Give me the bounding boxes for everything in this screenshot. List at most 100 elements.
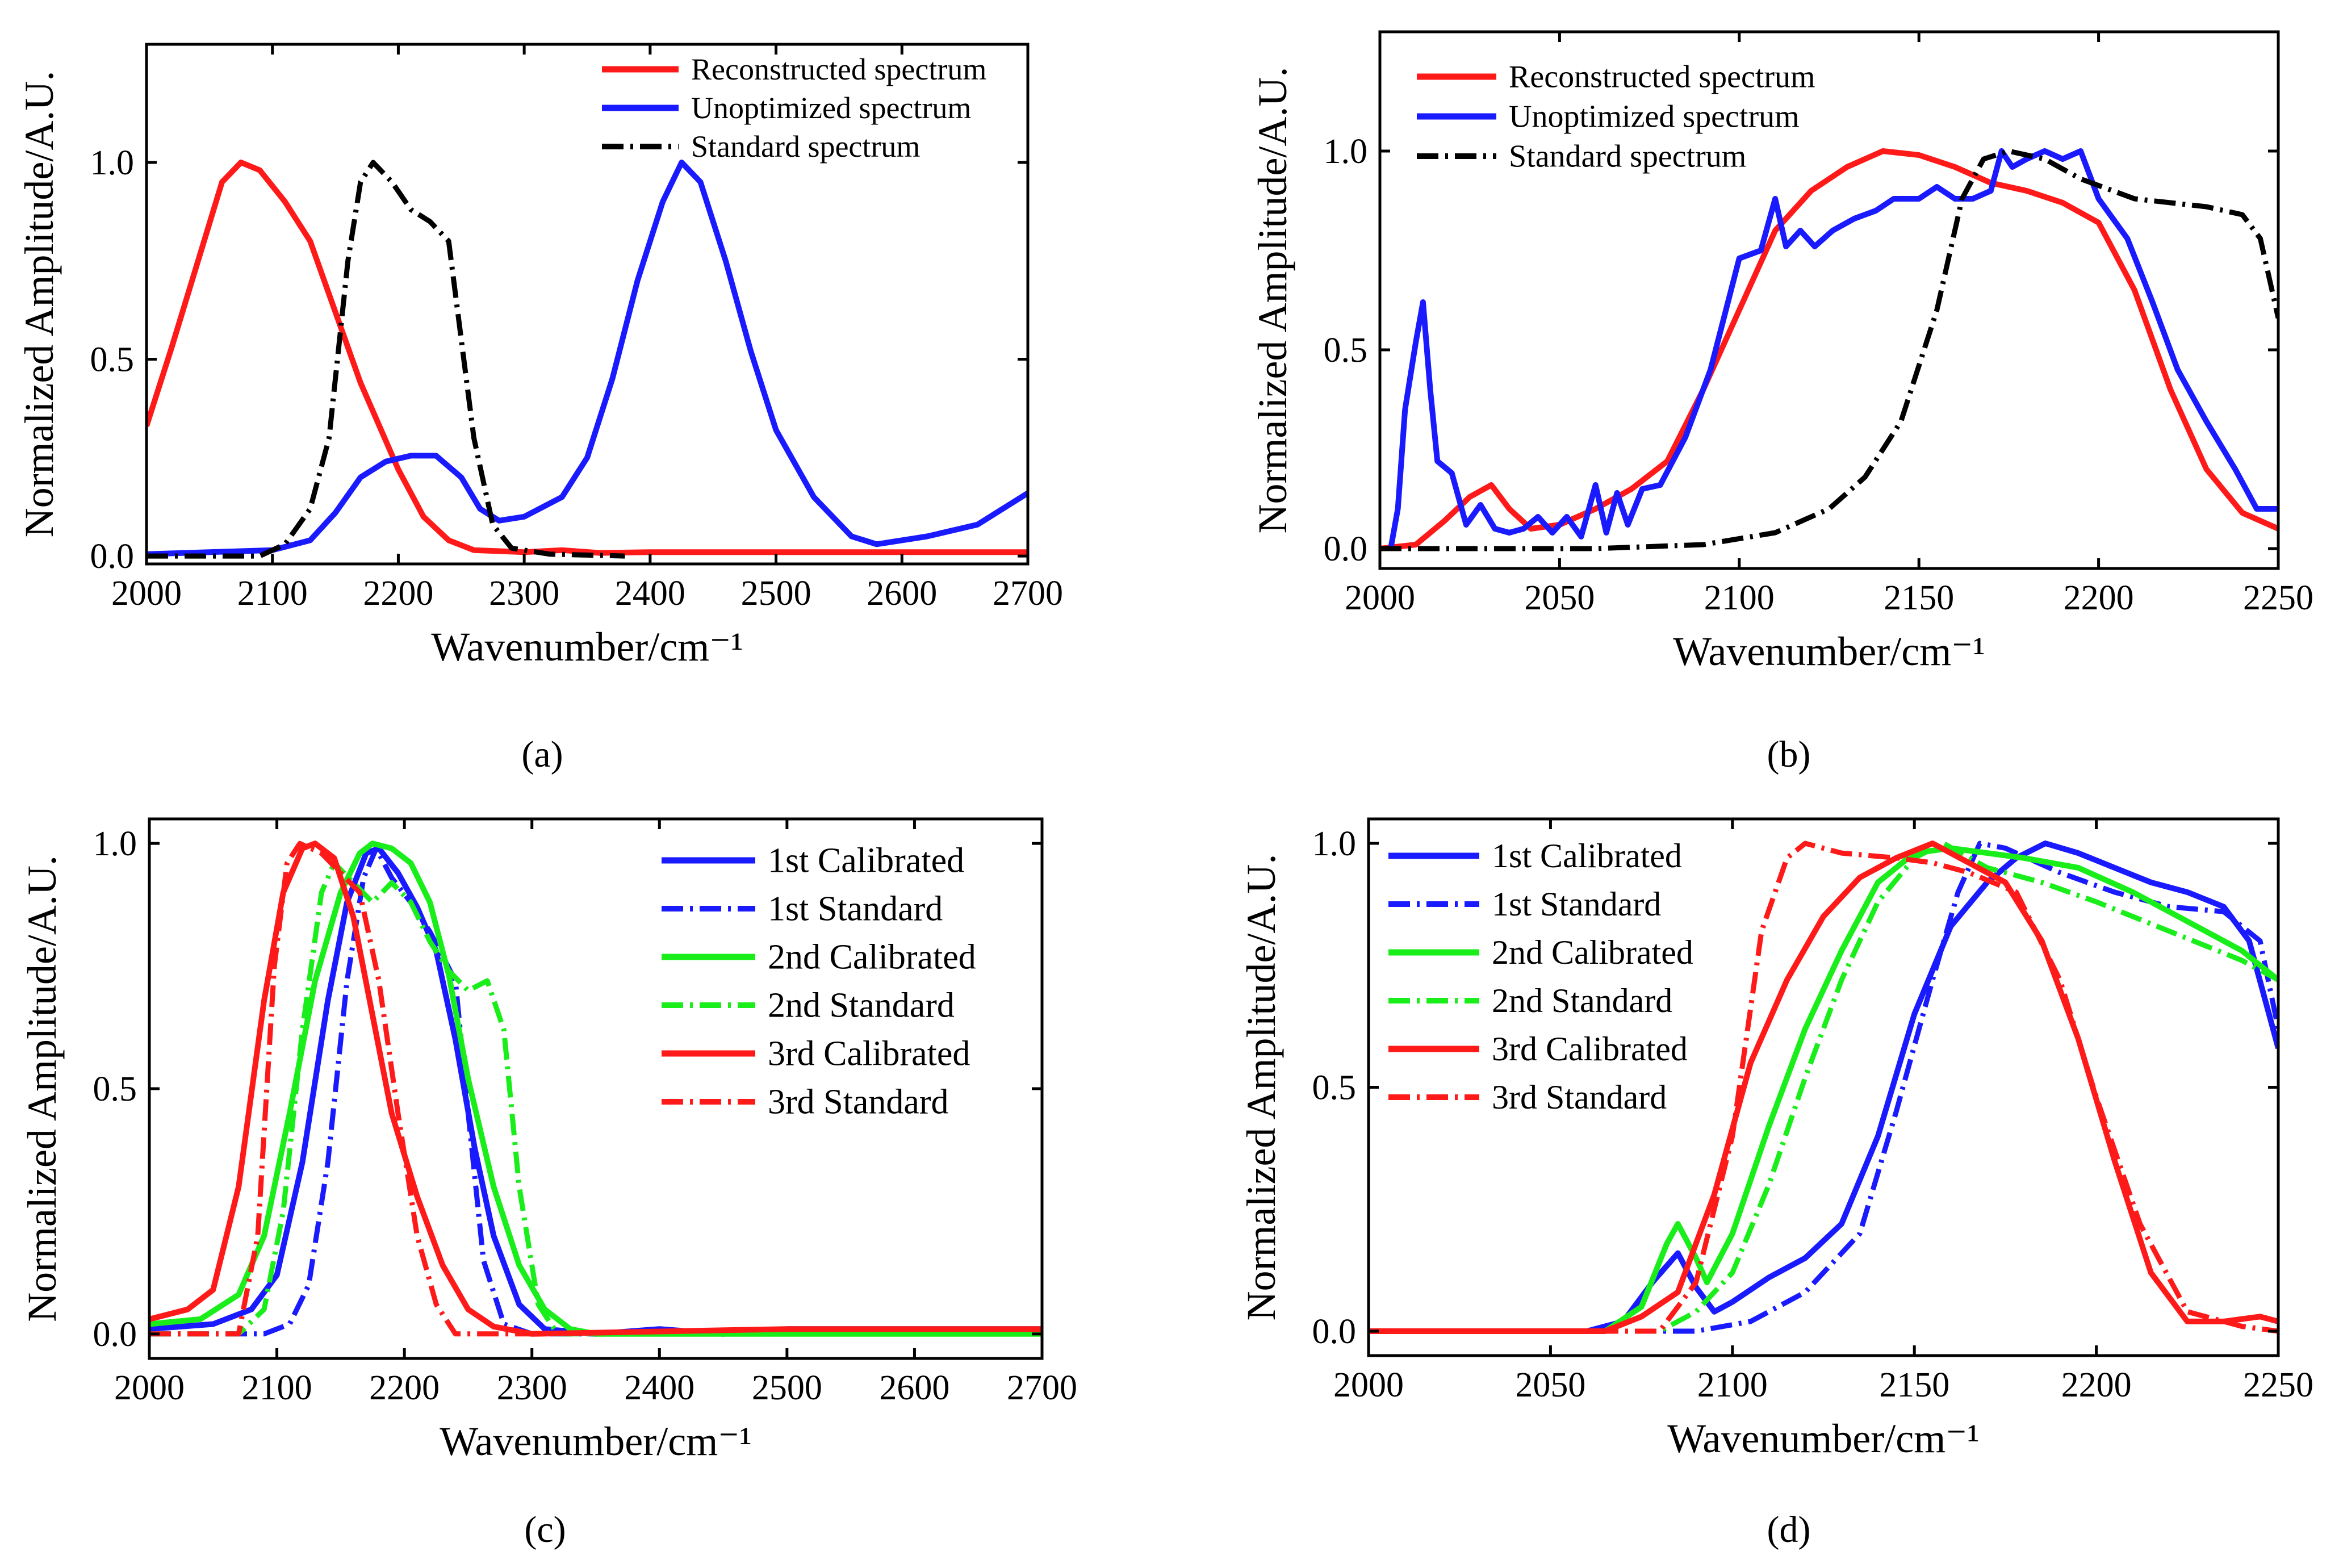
x-tick-label: 2600 (867, 574, 937, 613)
y-tick-label: 0.0 (1312, 1312, 1357, 1351)
x-tick-label: 2200 (2064, 579, 2134, 617)
y-tick-label: 0.5 (90, 341, 135, 379)
x-tick-label: 2100 (1704, 579, 1775, 617)
legend-label: 2nd Standard (1492, 982, 1672, 1019)
series-line-standard-spectrum (147, 160, 625, 559)
y-tick-label: 1.0 (93, 825, 137, 863)
x-tick-label: 2700 (993, 574, 1063, 613)
legend-label: Unoptimized spectrum (1509, 99, 1800, 134)
legend: 1st Calibrated 1st Standard 2nd Calibrated… (1388, 837, 1693, 1116)
x-tick-label: 2600 (879, 1369, 949, 1407)
series-line-3rd-standard (1369, 841, 2278, 1334)
x-axis-title: Wavenumber/cm⁻¹ (440, 1419, 752, 1464)
legend-label: 2nd Calibrated (768, 938, 976, 976)
x-tick-label: 2200 (2061, 1366, 2132, 1404)
x-tick-label: 2300 (497, 1369, 567, 1407)
legend-label: 1st Calibrated (768, 841, 964, 880)
legend-label: Reconstructed spectrum (691, 52, 986, 86)
x-tick-label: 2000 (1333, 1366, 1404, 1404)
legend-label: 3rd Standard (1492, 1078, 1667, 1116)
plot-frame (1378, 30, 2280, 570)
y-tick-label: 0.0 (90, 537, 135, 576)
x-tick-label: 2400 (624, 1369, 694, 1407)
x-tick-label: 2250 (2243, 579, 2313, 617)
panel-2: 2000 2100 2200 2300 2400 2500 2600 2700 0.0 0.5 1.… (19, 817, 1077, 1550)
y-axis-title: Normalized Amplitude/A.U. (16, 71, 62, 538)
x-tick-label: 2300 (489, 574, 559, 613)
legend-label: 1st Standard (1492, 885, 1661, 923)
x-tick-label: 2150 (1884, 579, 1954, 617)
legend-label: Standard spectrum (691, 129, 920, 164)
panel-1: 2000 2050 2100 2150 2200 2250 0.0 0.5 1.0 Wavenum… (1250, 30, 2313, 775)
legend-label: 2nd Calibrated (1492, 934, 1693, 971)
legend-label: 3rd Calibrated (1492, 1030, 1688, 1068)
x-tick-label: 2050 (1515, 1366, 1585, 1404)
x-tick-label: 2200 (363, 574, 433, 613)
panel-3: 2000 2050 2100 2150 2200 2250 0.0 0.5 1.0 Wavenum… (1239, 817, 2313, 1550)
plot-frame (145, 43, 1030, 566)
x-tick-label: 2000 (1345, 579, 1415, 617)
x-axis-title: Wavenumber/cm⁻¹ (1673, 629, 1985, 674)
y-tick-label: 0.5 (1324, 331, 1368, 370)
legend: 1st Calibrated 1st Standard 2nd Calibrated… (662, 841, 976, 1121)
series-line-reconstructed-spectrum (147, 160, 1028, 556)
x-tick-label: 2050 (1524, 579, 1595, 617)
series-line-2nd-calibrated (1369, 845, 2278, 1334)
series-line-3rd-calibrated (1369, 841, 2278, 1334)
y-axis-title: Normalized Amplitude/A.U. (1250, 67, 1295, 534)
panel-label: (c) (524, 1509, 566, 1550)
series-line-2nd-standard (149, 860, 660, 1337)
legend-label: 1st Standard (768, 889, 943, 928)
y-tick-label: 0.5 (93, 1070, 137, 1109)
legend-label: Reconstructed spectrum (1509, 59, 1815, 94)
panel-label: (d) (1767, 1509, 1811, 1550)
y-tick-label: 0.5 (1312, 1069, 1357, 1107)
series-line-3rd-standard (149, 841, 532, 1337)
x-tick-label: 2400 (615, 574, 685, 613)
series-line-1st-standard (149, 846, 660, 1337)
legend-label: Standard spectrum (1509, 139, 1746, 174)
series-line-1st-standard (1369, 841, 2278, 1334)
series-line-unoptimized-spectrum (147, 160, 1028, 557)
series-group (1369, 841, 2278, 1334)
series-group (149, 841, 1042, 1337)
y-tick-label: 0.0 (93, 1315, 137, 1354)
x-tick-label: 2250 (2243, 1366, 2313, 1404)
legend: Reconstructed spectrum Unoptimized spectr… (1417, 59, 1815, 174)
x-tick-label: 2150 (1879, 1366, 1949, 1404)
panel-label: (b) (1767, 734, 1811, 775)
x-axis-title: Wavenumber/cm⁻¹ (1667, 1416, 1980, 1461)
x-axis-title: Wavenumber/cm⁻¹ (431, 624, 743, 670)
series-line-3rd-calibrated (149, 841, 1042, 1337)
x-tick-label: 2100 (237, 574, 308, 613)
panel-0: 2000 2100 2200 2300 2400 2500 2600 2700 0.0 0.5 1.… (16, 43, 1063, 775)
series-group (1380, 148, 2278, 551)
legend-label: 1st Calibrated (1492, 837, 1682, 875)
series-line-2nd-standard (1369, 841, 2278, 1334)
legend: Reconstructed spectrum Unoptimized spectr… (602, 52, 986, 164)
series-group (147, 160, 1028, 559)
series-line-standard-spectrum (1380, 148, 2278, 551)
legend-label: 3rd Standard (768, 1082, 949, 1121)
x-tick-label: 2500 (741, 574, 811, 613)
x-tick-label: 2500 (752, 1369, 822, 1407)
x-tick-label: 2200 (369, 1369, 440, 1407)
y-tick-label: 0.0 (1324, 530, 1368, 568)
x-tick-label: 2700 (1007, 1369, 1077, 1407)
y-tick-label: 1.0 (1312, 825, 1357, 863)
legend-label: Unoptimized spectrum (691, 91, 971, 125)
y-axis-title: Normalized Amplitude/A.U. (1239, 854, 1284, 1321)
x-tick-label: 2000 (111, 574, 182, 613)
series-line-unoptimized-spectrum (1388, 148, 2278, 549)
y-tick-label: 1.0 (1324, 132, 1368, 171)
x-tick-label: 2100 (242, 1369, 312, 1407)
panel-label: (a) (521, 734, 563, 775)
legend-label: 2nd Standard (768, 986, 955, 1025)
y-tick-label: 1.0 (90, 144, 135, 182)
x-tick-label: 2100 (1697, 1366, 1768, 1404)
legend-label: 3rd Calibrated (768, 1034, 970, 1073)
series-line-reconstructed-spectrum (1380, 148, 2278, 551)
y-axis-title: Normalized Amplitude/A.U. (19, 855, 65, 1322)
